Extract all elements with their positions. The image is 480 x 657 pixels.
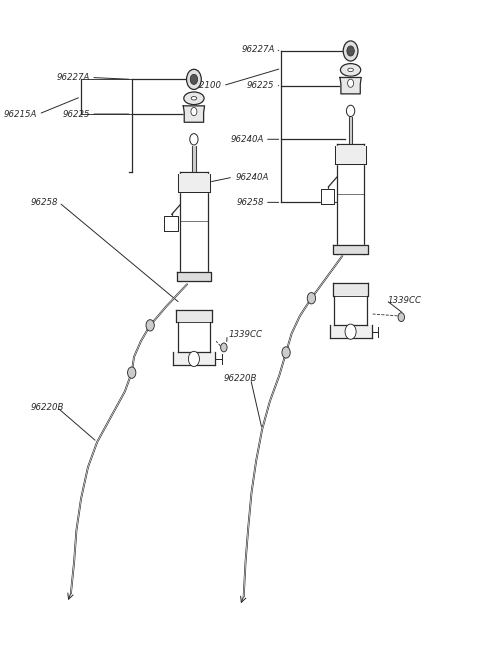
Polygon shape [176,309,212,323]
Text: 96225: 96225 [63,110,90,118]
Circle shape [128,367,136,378]
Polygon shape [333,245,368,254]
Polygon shape [330,325,372,338]
Polygon shape [173,352,215,365]
Circle shape [282,347,290,358]
Text: 96220B: 96220B [224,374,257,384]
Text: 96240A: 96240A [230,135,264,144]
Circle shape [146,320,154,331]
Polygon shape [337,145,364,254]
Polygon shape [192,146,196,172]
Polygon shape [333,283,368,296]
Polygon shape [335,147,367,164]
Polygon shape [164,216,178,231]
Ellipse shape [191,97,197,100]
Circle shape [398,313,405,321]
Ellipse shape [184,92,204,104]
Text: 96227A: 96227A [57,73,90,82]
Circle shape [348,79,354,87]
Circle shape [188,351,200,367]
Circle shape [190,74,198,84]
Polygon shape [321,189,335,204]
Circle shape [221,343,227,352]
Circle shape [191,108,197,116]
Ellipse shape [340,64,361,76]
Polygon shape [178,174,210,192]
Text: 96258: 96258 [31,198,58,207]
Text: 962100: 962100 [189,81,222,90]
Text: 96227A: 96227A [241,45,275,55]
Polygon shape [335,296,367,325]
Polygon shape [180,172,208,281]
Polygon shape [349,117,352,145]
Circle shape [307,292,315,304]
Polygon shape [183,106,204,122]
Circle shape [190,133,198,145]
Circle shape [187,69,201,89]
Polygon shape [177,273,211,281]
Circle shape [347,46,354,56]
Text: 96240A: 96240A [235,173,269,181]
Text: 96258: 96258 [237,198,264,207]
Text: 96225: 96225 [247,81,275,90]
Polygon shape [340,78,361,94]
Circle shape [343,41,358,61]
Text: 96220B: 96220B [30,403,64,412]
Text: 96215A: 96215A [4,110,37,118]
Text: 1339CC: 1339CC [228,330,263,339]
Polygon shape [178,323,210,352]
Circle shape [347,105,355,116]
Circle shape [345,324,356,339]
Ellipse shape [348,68,353,72]
Text: 1339CC: 1339CC [387,296,421,305]
